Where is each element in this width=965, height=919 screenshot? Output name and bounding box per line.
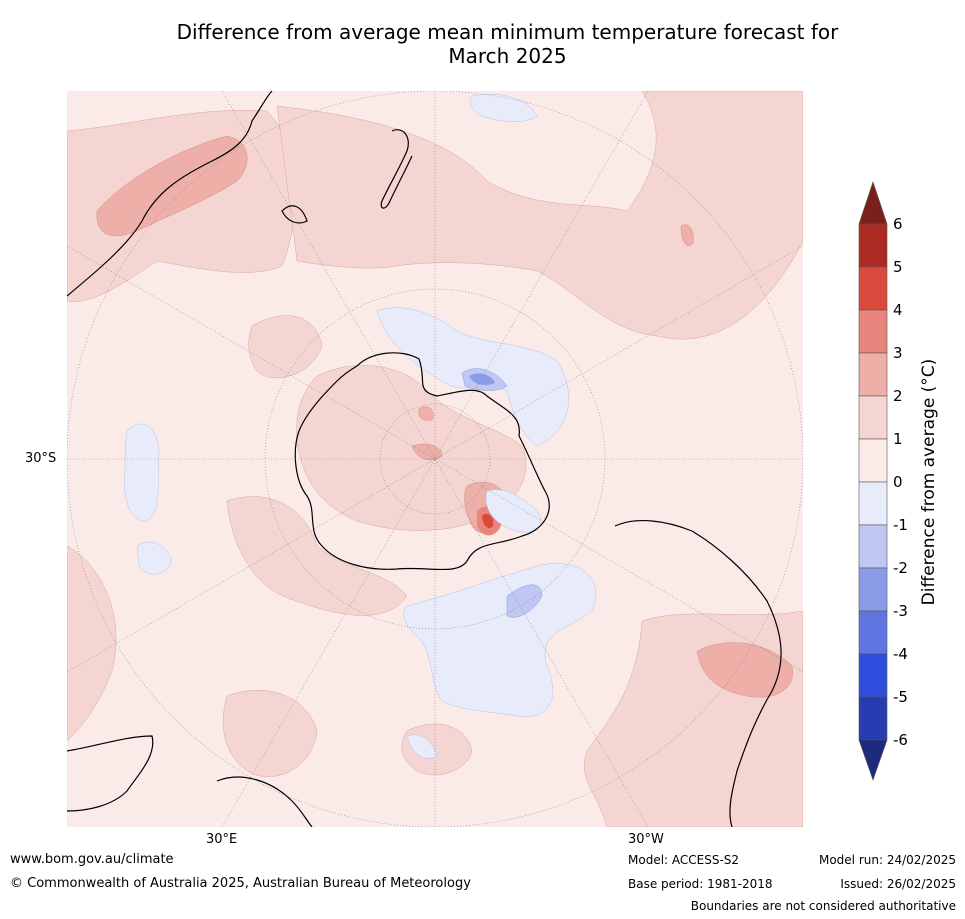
colorbar-tick-3: 3: [893, 344, 903, 362]
colorbar-band-4-5: [858, 266, 888, 311]
footer-url[interactable]: www.bom.gov.au/climate: [10, 852, 174, 867]
colorbar-band-0-1: [858, 438, 888, 483]
coastlines: [67, 91, 782, 827]
colorbar-band-3-4: [858, 309, 888, 354]
map-title-line2: March 2025: [448, 44, 567, 68]
colorbar-swatches: [858, 181, 888, 781]
footer-base-period: Base period: 1981-2018: [628, 877, 773, 891]
colorbar-tick-4: 4: [893, 301, 903, 319]
colorbar-band-m2-m1: [858, 524, 888, 569]
colorbar: [858, 181, 888, 781]
lon-label-30w: 30°W: [628, 832, 664, 847]
colorbar-tick-5: 5: [893, 258, 903, 276]
south-america-coast: [614, 519, 782, 827]
colorbar-tick-6: 6: [893, 215, 903, 233]
colorbar-tick-m2: -2: [893, 559, 908, 577]
colorbar-title: Difference from average (°C): [919, 359, 939, 606]
colorbar-under-arrow: [858, 739, 888, 781]
graticule: [67, 91, 803, 827]
colorbar-tick-0: 0: [893, 473, 903, 491]
colorbar-band-5-6: [858, 223, 888, 268]
colorbar-band-1-2: [858, 395, 888, 440]
africa-coast: [67, 735, 313, 827]
map-title-line1: Difference from average mean minimum tem…: [176, 20, 839, 44]
new-zealand-coast: [380, 129, 413, 209]
colorbar-over-arrow: [858, 181, 888, 225]
lat-label-30s: 30°S: [25, 451, 57, 466]
colorbar-tick-m5: -5: [893, 688, 908, 706]
colorbar-title-text: Difference from average (: [919, 385, 939, 606]
lon-label-30e: 30°E: [206, 832, 238, 847]
colorbar-tick-2: 2: [893, 387, 903, 405]
anomaly-plus1-regions: [67, 91, 803, 827]
footer-disclaimer: Boundaries are not considered authoritat…: [690, 899, 956, 913]
footer-copyright: © Commonwealth of Australia 2025, Austra…: [10, 876, 471, 891]
footer-model-run: Model run: 24/02/2025: [818, 853, 956, 867]
antarctica-coast: [294, 352, 550, 571]
map-title: Difference from average mean minimum tem…: [60, 20, 955, 68]
colorbar-tick-m1: -1: [893, 516, 908, 534]
footer-model: Model: ACCESS-S2: [628, 853, 740, 867]
colorbar-band-m6-m5: [858, 696, 888, 741]
polar-map: [67, 91, 803, 827]
colorbar-tick-m3: -3: [893, 602, 908, 620]
colorbar-tick-1: 1: [893, 430, 903, 448]
footer-issued: Issued: 26/02/2025: [840, 877, 956, 891]
colorbar-tick-m4: -4: [893, 645, 908, 663]
colorbar-band-2-3: [858, 352, 888, 397]
colorbar-tick-m6: -6: [893, 731, 908, 749]
colorbar-title-unit: °C): [919, 358, 939, 386]
colorbar-band-m3-m2: [858, 567, 888, 612]
colorbar-band-m4-m3: [858, 610, 888, 655]
australia-coast: [67, 91, 308, 297]
anomaly-minus3-regions: [469, 373, 495, 385]
colorbar-band-m5-m4: [858, 653, 888, 698]
colorbar-band-m1-0: [858, 481, 888, 526]
